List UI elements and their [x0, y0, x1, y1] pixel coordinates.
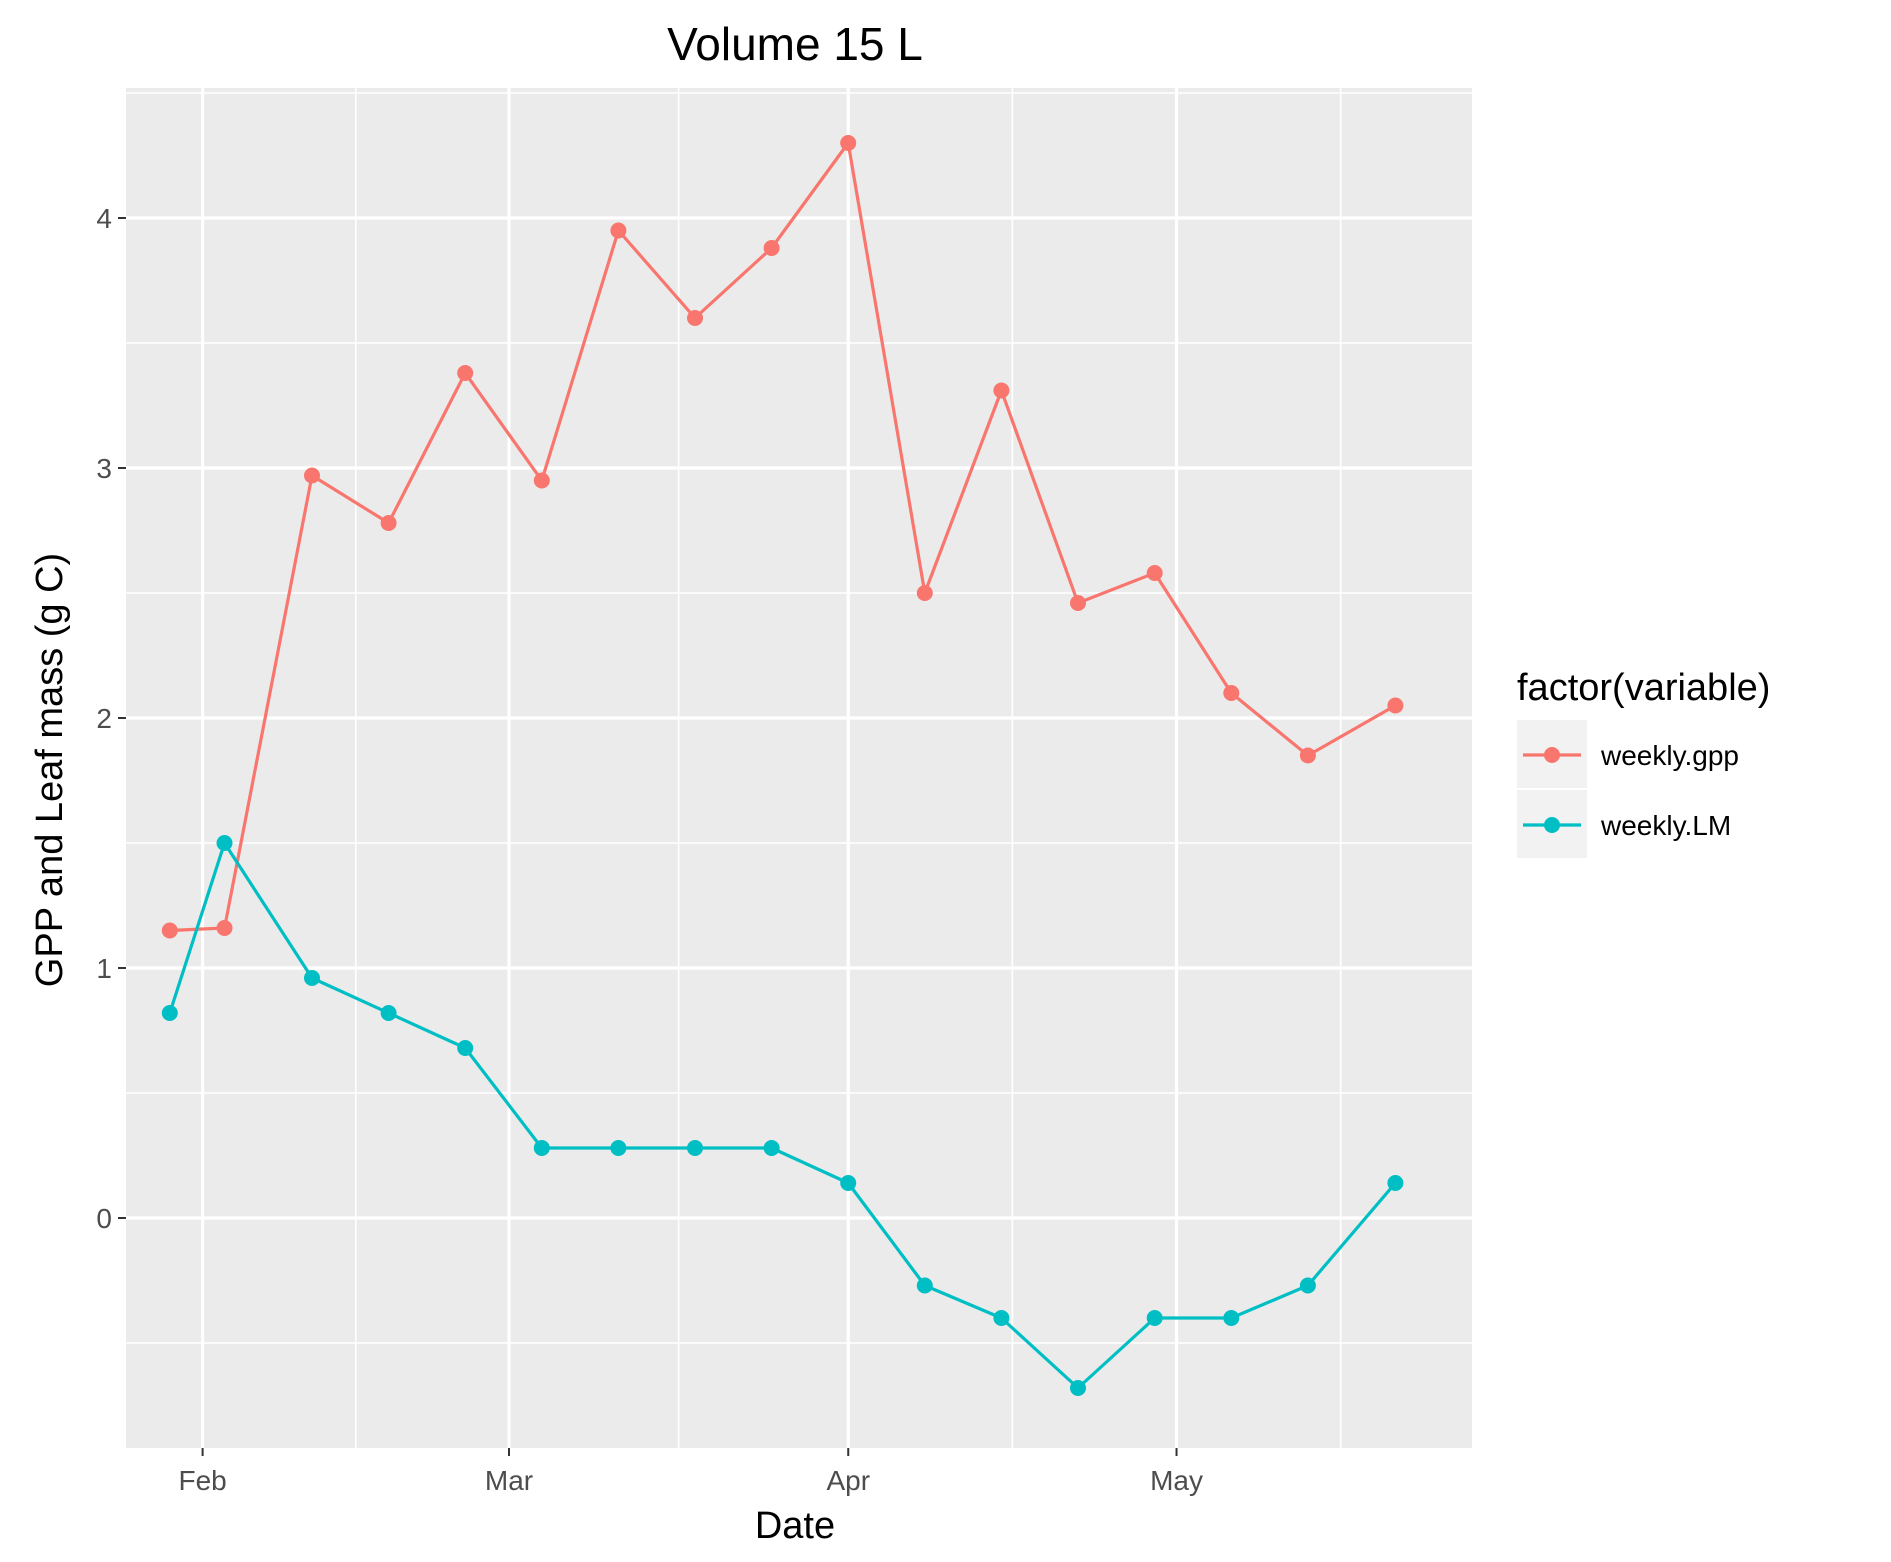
x-axis-ticks: Feb Mar Apr May [178, 1448, 1203, 1496]
data-point [1146, 1310, 1163, 1326]
data-point [687, 1140, 703, 1156]
data-point [161, 1005, 178, 1021]
y-axis-ticks: 0 1 2 3 4 [96, 203, 126, 1234]
legend-label: weekly.LM [1600, 810, 1731, 841]
data-point [533, 1140, 550, 1156]
data-point [161, 922, 178, 939]
x-tick-label: Feb [178, 1465, 226, 1496]
legend-item-weekly.gpp: weekly.gpp [1517, 720, 1739, 788]
y-tick-label: 4 [96, 203, 112, 234]
major-gridlines [126, 88, 1472, 1448]
data-point [916, 585, 933, 601]
legend-key-point [1544, 747, 1560, 763]
x-axis-title: Date [755, 1505, 835, 1547]
data-point [916, 1277, 933, 1294]
legend-label: weekly.gpp [1600, 740, 1739, 771]
y-tick-label: 2 [96, 703, 112, 734]
y-tick-label: 0 [96, 1203, 112, 1234]
data-point [1146, 565, 1163, 581]
data-point [840, 135, 857, 151]
x-tick-label: Apr [826, 1465, 870, 1496]
data-point [1070, 595, 1086, 611]
data-point [1223, 685, 1240, 701]
data-point [1387, 697, 1404, 714]
data-point [1299, 747, 1316, 764]
data-point [304, 467, 320, 484]
data-point [610, 222, 627, 239]
data-point [1070, 1380, 1086, 1396]
data-point [763, 1140, 780, 1156]
series-layer [161, 135, 1404, 1396]
data-point [1299, 1277, 1316, 1294]
data-point [457, 1040, 474, 1056]
data-point [216, 920, 233, 936]
data-point [533, 472, 550, 489]
data-point [1223, 1310, 1240, 1326]
data-point [1387, 1175, 1404, 1191]
legend-key-point [1544, 817, 1560, 833]
y-tick-label: 1 [96, 953, 112, 984]
series-weekly.LM [161, 835, 1404, 1396]
y-axis-title: GPP and Leaf mass (g C) [29, 553, 71, 987]
data-point [380, 1005, 397, 1021]
chart-title: Volume 15 L [667, 18, 923, 70]
x-tick-label: May [1150, 1465, 1203, 1496]
data-point [840, 1175, 857, 1191]
data-point [687, 310, 703, 326]
data-point [993, 1310, 1010, 1326]
series-weekly.gpp [161, 135, 1404, 939]
legend-keys: weekly.gpp weekly.LM [1517, 720, 1739, 858]
minor-gridlines [126, 88, 1472, 1448]
data-point [610, 1140, 627, 1156]
plot-panel [126, 88, 1472, 1448]
data-point [216, 835, 233, 851]
data-point [380, 515, 397, 531]
legend: factor(variable) weekly.gpp weekly.LM [1517, 667, 1770, 858]
data-point [763, 240, 780, 256]
data-point [457, 365, 474, 381]
data-point [993, 382, 1010, 399]
y-tick-label: 3 [96, 453, 112, 484]
x-tick-label: Mar [485, 1465, 533, 1496]
legend-title: factor(variable) [1517, 667, 1770, 709]
data-point [304, 970, 320, 986]
legend-item-weekly.LM: weekly.LM [1517, 790, 1731, 858]
